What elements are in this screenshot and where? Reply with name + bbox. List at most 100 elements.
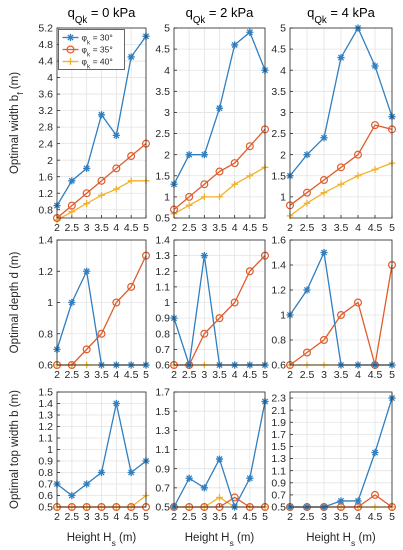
data-point	[337, 53, 345, 62]
data-point	[185, 192, 194, 201]
y-tick-label: 4.5	[155, 44, 170, 56]
data-point	[303, 348, 312, 357]
x-tick-label: 4.5	[243, 369, 258, 381]
x-tick-label: 4.5	[368, 222, 383, 234]
y-tick-label: 2	[280, 149, 286, 161]
data-point	[371, 62, 379, 70]
y-tick-label: 1	[164, 297, 170, 309]
x-tick-label: 3.5	[212, 222, 227, 234]
column-title-2: qQk = 4 kPa	[307, 5, 376, 26]
y-tick-label: 1.5	[38, 387, 53, 399]
x-tick-label: 4	[232, 222, 238, 234]
x-tick-label: 4	[113, 222, 119, 234]
y-tick-label: 4.5	[271, 44, 286, 56]
data-point	[83, 480, 91, 488]
y-tick-label: 1.5	[155, 170, 170, 182]
data-point	[83, 200, 91, 207]
y-tick-label: 0.6	[271, 360, 286, 372]
y-tick-label: 1.5	[271, 170, 286, 182]
x-tick-label: 3	[84, 511, 90, 523]
x-tick-label: 3.5	[94, 369, 109, 381]
data-point	[200, 484, 208, 492]
plot-frame	[56, 391, 147, 508]
data-point	[67, 201, 76, 210]
data-point	[97, 176, 106, 185]
x-tick-label: 2.5	[300, 222, 315, 234]
data-point	[337, 163, 346, 172]
plot-frame	[289, 239, 393, 366]
y-tick-label: 1.1	[155, 444, 170, 456]
data-point	[68, 177, 76, 185]
data-point	[371, 490, 380, 499]
x-tick-label: 3.5	[212, 369, 227, 381]
data-point	[216, 494, 223, 501]
data-point	[83, 267, 91, 275]
series-line-phi-35	[289, 124, 393, 206]
data-point	[97, 329, 106, 338]
data-point	[230, 159, 239, 168]
x-tick-label: 3	[321, 369, 327, 381]
y-tick-label: 1.3	[271, 453, 286, 465]
x-tick-label: 3	[201, 369, 207, 381]
x-axis-label-1: Height Hs (m)	[185, 532, 255, 548]
x-tick-label: 3	[321, 222, 327, 234]
x-tick-label: 4.5	[368, 369, 383, 381]
data-point	[83, 164, 91, 173]
subplot-r1-c2: 2 2.5 3 3.5 4 4.5 5 0.6 0.8 1 1.2 1.4 1.6	[271, 235, 397, 381]
data-point	[127, 152, 136, 161]
y-tick-label: 4.4	[38, 56, 53, 68]
x-tick-label: 2	[171, 222, 177, 234]
data-point	[354, 298, 363, 307]
x-tick-label: 2.5	[182, 369, 197, 381]
row-ylabel-2: Optimal top width b (m)	[9, 390, 21, 509]
y-tick-label: 3.5	[155, 86, 170, 98]
y-tick-label: 5	[164, 23, 170, 35]
data-point	[230, 298, 239, 307]
y-tick-label: 1.2	[38, 421, 53, 433]
data-point	[112, 298, 121, 307]
x-tick-label: 3.5	[94, 511, 109, 523]
x-tick-label: 2.5	[65, 369, 80, 381]
x-tick-label: 3.5	[94, 222, 109, 234]
y-tick-label: 1.2	[38, 266, 53, 278]
x-tick-label: 2.5	[182, 222, 197, 234]
x-tick-label: 3.5	[212, 511, 227, 523]
y-tick-label: 0.8	[38, 328, 53, 340]
x-axis-label-2: Height Hs (m)	[306, 532, 376, 548]
legend-marker	[66, 45, 75, 54]
x-tick-label: 3	[201, 222, 207, 234]
data-point	[245, 142, 254, 151]
column-title-0: qQk = 0 kPa	[68, 5, 137, 26]
y-tick-label: 1.7	[271, 429, 286, 441]
data-point	[354, 497, 362, 505]
data-point	[215, 167, 224, 176]
data-point	[200, 329, 209, 338]
x-tick-label: 2.5	[300, 369, 315, 381]
x-tick-label: 5	[143, 369, 149, 381]
data-point	[127, 282, 136, 291]
y-tick-label: 0.6	[155, 360, 170, 372]
data-point	[231, 41, 239, 49]
y-tick-label: 2.1	[271, 405, 286, 417]
y-tick-label: 0.8	[38, 204, 53, 216]
y-tick-label: 1.3	[155, 425, 170, 437]
y-tick-label: 2	[164, 149, 170, 161]
y-tick-label: 4	[164, 65, 170, 77]
y-tick-label: 0.8	[38, 467, 53, 479]
y-tick-label: 1.1	[271, 465, 286, 477]
data-point	[215, 455, 224, 463]
legend-label: φk = 40°	[82, 57, 113, 71]
y-tick-label: 1.2	[271, 285, 286, 297]
x-tick-label: 2	[287, 511, 293, 523]
x-tick-label: 5	[143, 222, 149, 234]
x-tick-label: 5	[262, 222, 268, 234]
x-tick-label: 2.5	[65, 511, 80, 523]
column-title-1: qQk = 2 kPa	[186, 5, 255, 26]
x-tick-label: 2	[171, 511, 177, 523]
data-point	[246, 172, 254, 180]
x-tick-label: 2	[287, 369, 293, 381]
y-tick-label: 2.3	[271, 393, 286, 405]
plot-frame	[173, 27, 266, 219]
y-tick-label: 0.5	[155, 502, 170, 514]
data-point	[320, 189, 328, 197]
